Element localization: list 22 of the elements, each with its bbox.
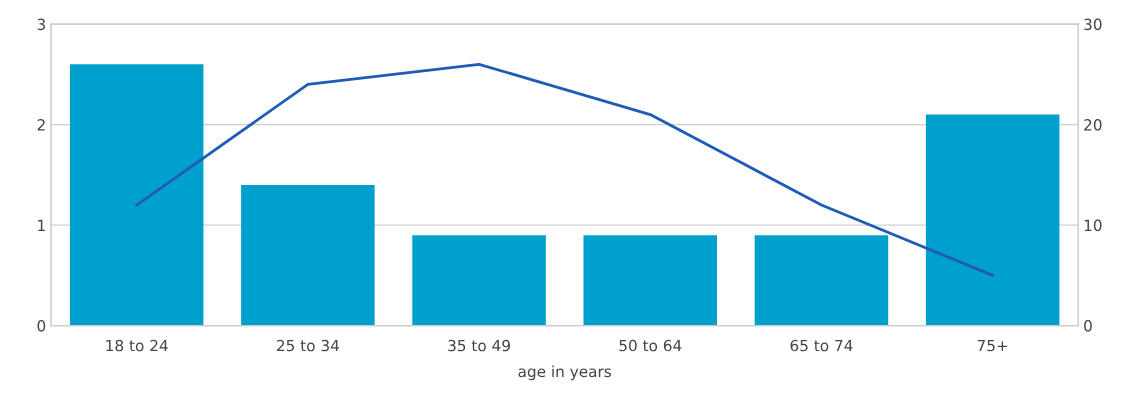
x-tick-label: 65 to 74 — [790, 339, 853, 352]
bar — [754, 235, 889, 326]
x-axis-title: age in years — [518, 365, 611, 381]
y2-tick-label: 20 — [1084, 119, 1102, 131]
bar — [69, 64, 204, 326]
bar — [412, 235, 546, 326]
x-tick-label: 18 to 24 — [106, 339, 168, 352]
line-series — [135, 62, 995, 277]
y2-tick-label: 0 — [1084, 320, 1092, 332]
x-tick-label: 50 to 64 — [619, 339, 682, 352]
bar — [583, 235, 718, 326]
bar — [925, 114, 1060, 326]
y2-tick-label: 30 — [1084, 18, 1102, 31]
x-tick-label: 25 to 34 — [277, 339, 339, 352]
y-tick-label: 0 — [37, 320, 46, 332]
bar — [241, 184, 375, 326]
y-tick-label: 1 — [38, 219, 45, 231]
y-tick-label: 3 — [37, 18, 45, 31]
y2-tick-label: 10 — [1084, 219, 1102, 232]
y-tick-label: 2 — [37, 119, 45, 131]
x-tick-label: 35 to 49 — [448, 339, 510, 352]
x-tick-label: 75+ — [977, 339, 1008, 352]
